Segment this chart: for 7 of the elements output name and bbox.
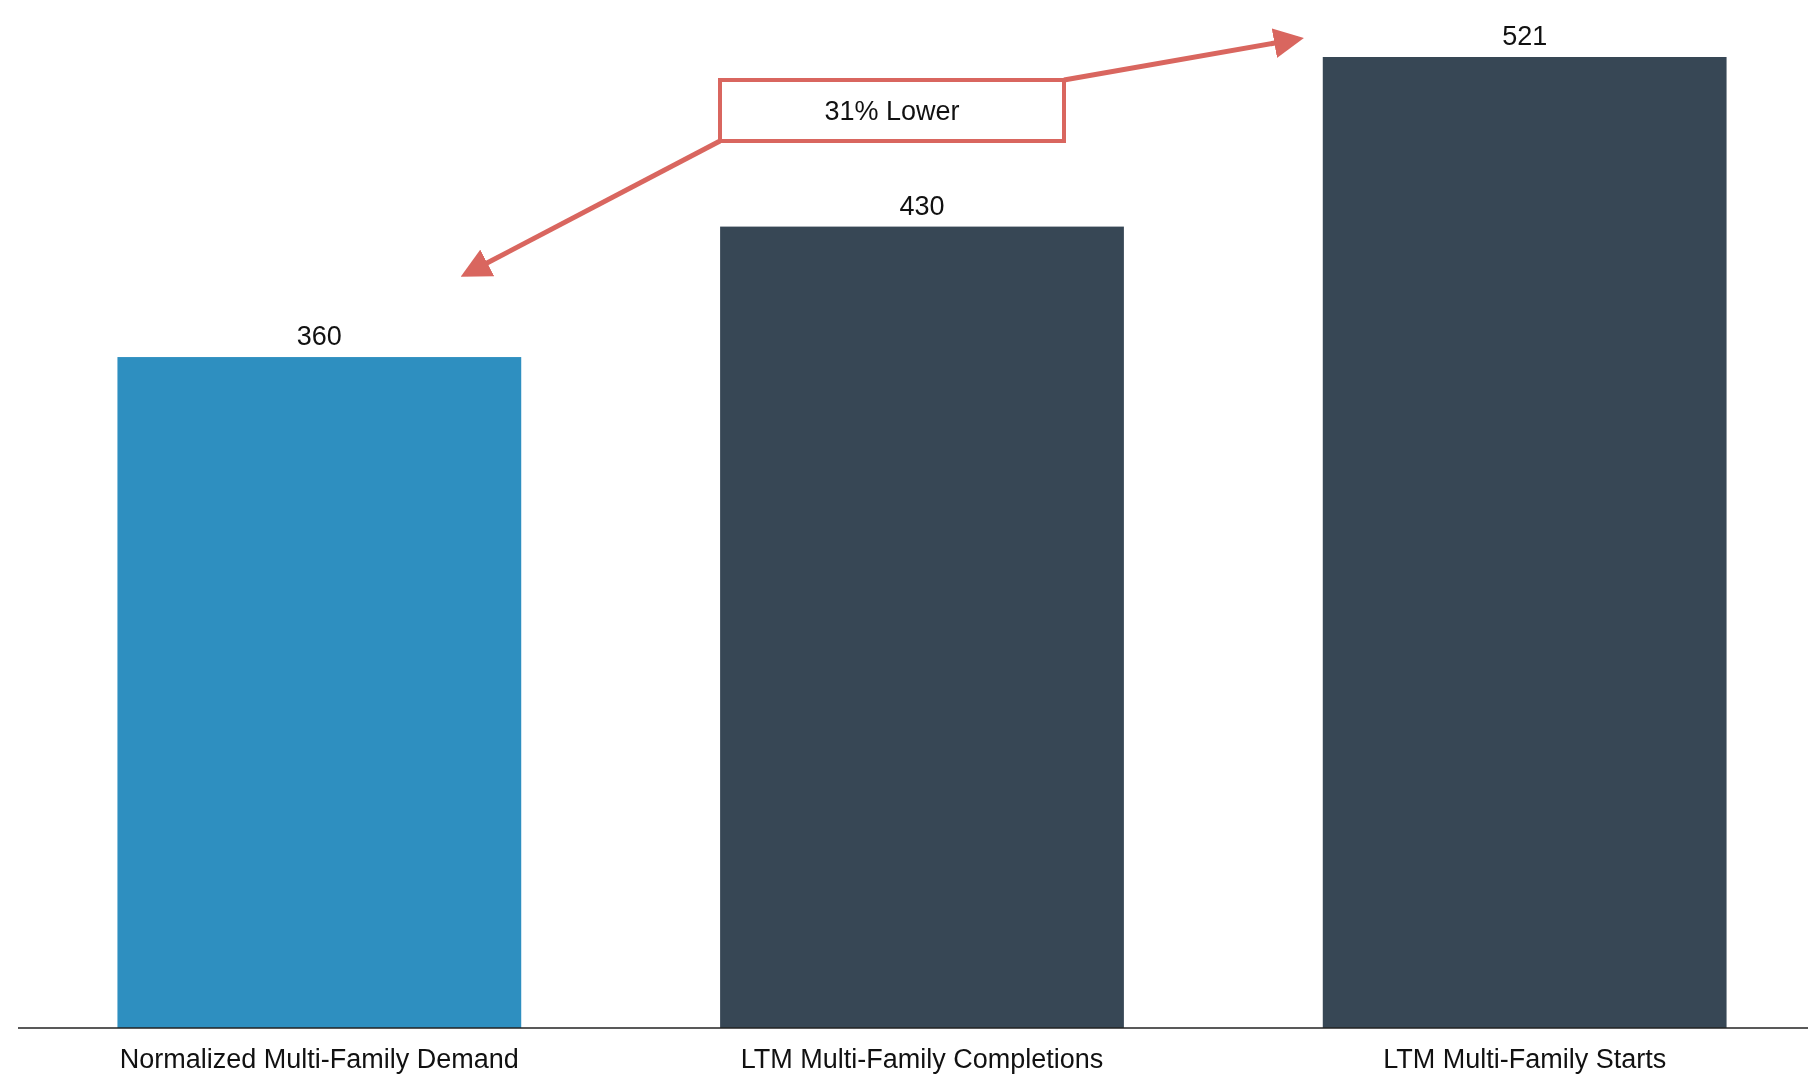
annotation: 31% Lower <box>824 96 960 126</box>
x-tick-label: LTM Multi-Family Completions <box>740 1044 1104 1074</box>
x-tick-label: Normalized Multi-Family Demand <box>119 1044 519 1074</box>
data-label: 360 <box>296 321 342 352</box>
x-tick-label: LTM Multi-Family Starts <box>1383 1044 1667 1074</box>
data-label: 430 <box>899 190 945 221</box>
data-label: 521 <box>1502 21 1548 51</box>
